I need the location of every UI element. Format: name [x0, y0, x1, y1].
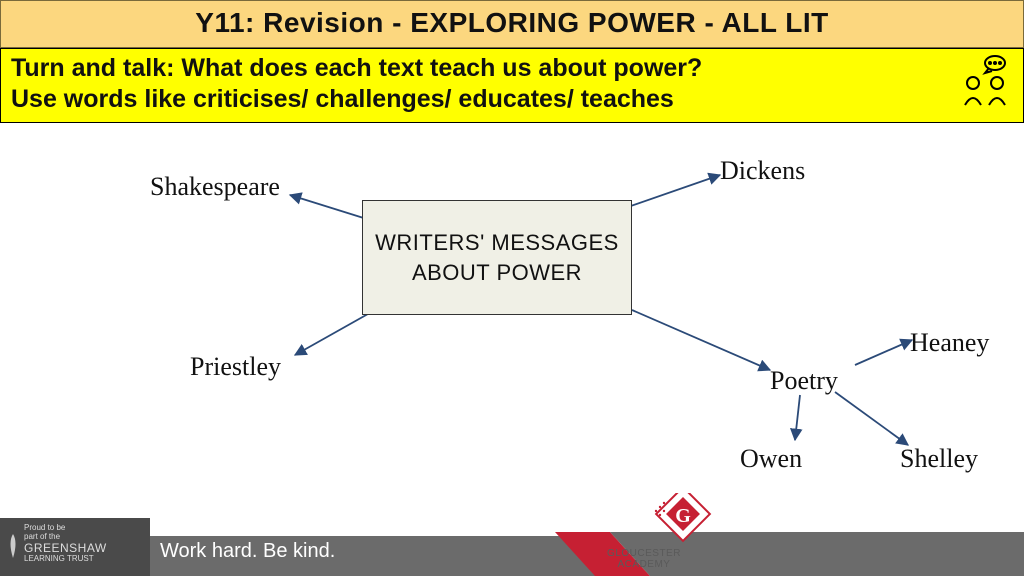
footer: Work hard. Be kind. Proud to be part of …: [0, 506, 1024, 576]
node-priestley: Priestley: [190, 352, 281, 382]
diagram-canvas: WRITERS' MESSAGES ABOUT POWER Shakespear…: [0, 140, 1024, 480]
academy-line1: GLOUCESTER: [594, 548, 694, 559]
node-shelley: Shelley: [900, 444, 978, 474]
prompt-line-2: Use words like criticises/ challenges/ e…: [11, 84, 1013, 115]
leaf-icon: [6, 532, 20, 560]
slide: Y11: Revision - EXPLORING POWER - ALL LI…: [0, 0, 1024, 576]
node-shakespeare: Shakespeare: [150, 172, 280, 202]
trust-line3: LEARNING TRUST: [24, 555, 144, 564]
footer-motto: Work hard. Be kind.: [160, 540, 335, 563]
node-owen: Owen: [740, 444, 802, 474]
trust-badge: Proud to be part of the GREENSHAW LEARNI…: [0, 518, 150, 576]
center-box: WRITERS' MESSAGES ABOUT POWER: [362, 200, 632, 315]
trust-big: GREENSHAW: [24, 542, 144, 555]
page-title: Y11: Revision - EXPLORING POWER - ALL LI…: [195, 7, 828, 38]
academy-line2: ACADEMY: [594, 559, 694, 570]
svg-text:G: G: [675, 505, 691, 527]
center-box-text: WRITERS' MESSAGES ABOUT POWER: [363, 228, 631, 287]
title-bar: Y11: Revision - EXPLORING POWER - ALL LI…: [0, 0, 1024, 48]
node-dickens: Dickens: [720, 156, 805, 186]
academy-label: GLOUCESTER ACADEMY: [594, 548, 694, 570]
node-heaney: Heaney: [910, 328, 989, 358]
prompt-bar: Turn and talk: What does each text teach…: [0, 48, 1024, 123]
turn-and-talk-icon: [957, 53, 1013, 114]
prompt-line-1: Turn and talk: What does each text teach…: [11, 53, 1013, 84]
node-poetry: Poetry: [770, 366, 838, 396]
footer-band: Work hard. Be kind.: [0, 526, 1024, 576]
